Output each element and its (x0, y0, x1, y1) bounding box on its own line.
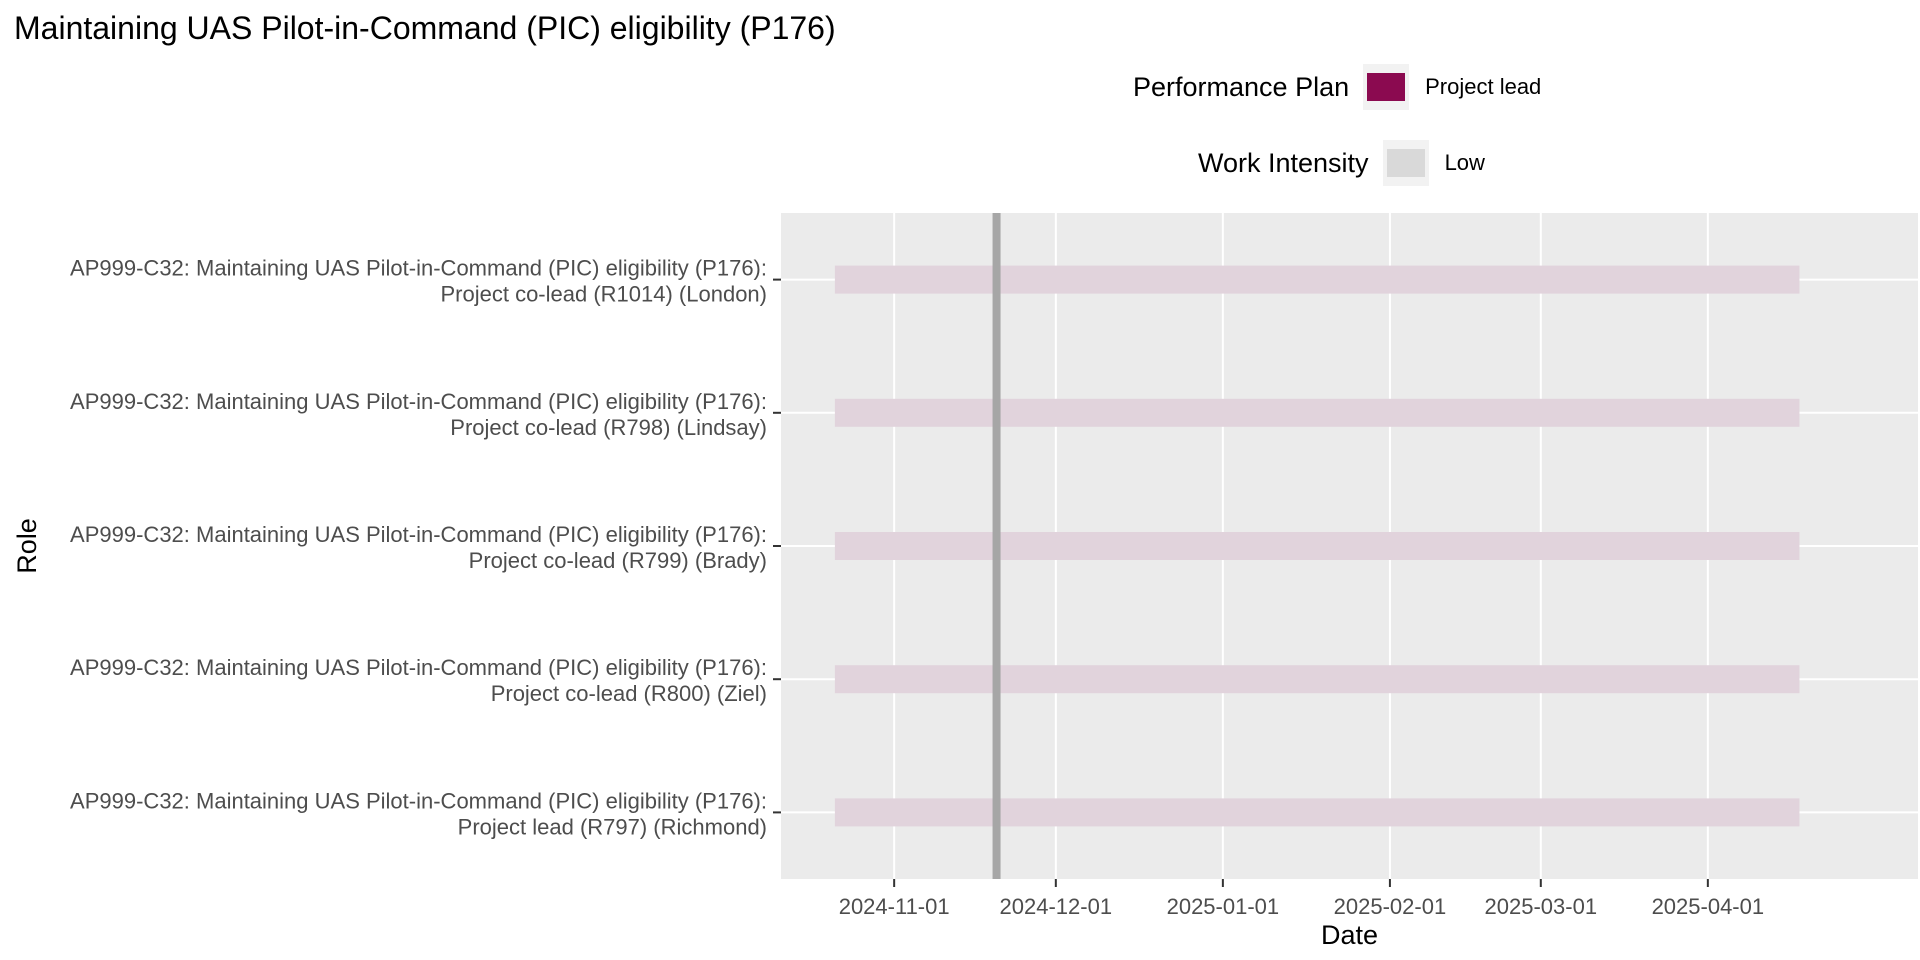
x-tick-label: 2024-12-01 (1000, 894, 1113, 919)
x-tick-label: 2025-02-01 (1334, 894, 1447, 919)
y-axis-title: Role (12, 518, 42, 574)
y-tick-label: AP999-C32: Maintaining UAS Pilot-in-Comm… (70, 256, 767, 281)
x-axis-title: Date (1321, 920, 1378, 950)
legend-performance-plan: Performance Plan Project lead (1133, 64, 1541, 110)
legend-key-project-lead (1363, 64, 1410, 110)
legend-title-performance-plan: Performance Plan (1133, 71, 1350, 102)
y-tick-label: Project co-lead (R799) (Brady) (469, 548, 767, 573)
legend-label-project-lead: Project lead (1425, 74, 1542, 99)
legend-work-intensity: Work Intensity Low (1198, 140, 1485, 186)
y-tick-label: Project co-lead (R1014) (London) (440, 282, 767, 307)
y-axis: AP999-C32: Maintaining UAS Pilot-in-Comm… (70, 256, 781, 839)
y-tick-label: AP999-C32: Maintaining UAS Pilot-in-Comm… (70, 655, 767, 680)
x-tick-label: 2024-11-01 (839, 894, 950, 919)
x-tick-label: 2025-04-01 (1652, 894, 1765, 919)
x-tick-label: 2025-01-01 (1167, 894, 1280, 919)
timeline-bar (834, 398, 1800, 427)
y-tick-label: AP999-C32: Maintaining UAS Pilot-in-Comm… (70, 788, 767, 813)
y-tick-label: Project co-lead (R800) (Ziel) (491, 681, 767, 706)
x-axis: 2024-11-01 2024-12-01 2025-01-01 2025-02-01… (839, 879, 1764, 919)
chart-title: Maintaining UAS Pilot-in-Command (PIC) e… (14, 10, 836, 46)
timeline-bar (834, 265, 1800, 294)
y-tick-label: Project co-lead (R798) (Lindsay) (450, 415, 767, 440)
legend-title-work-intensity: Work Intensity (1198, 147, 1369, 178)
timeline-bar (834, 665, 1800, 694)
legend-label-low: Low (1444, 150, 1485, 175)
y-tick-label: AP999-C32: Maintaining UAS Pilot-in-Comm… (70, 389, 767, 414)
legend-swatch-low (1386, 149, 1425, 177)
timeline-bar (834, 532, 1800, 560)
legend-swatch-project-lead (1367, 73, 1406, 101)
y-tick-label: Project lead (R797) (Richmond) (458, 814, 767, 839)
y-tick-label: AP999-C32: Maintaining UAS Pilot-in-Comm… (70, 522, 767, 547)
x-tick-label: 2025-03-01 (1485, 894, 1598, 919)
timeline-bar (834, 798, 1800, 827)
legend-key-low (1382, 140, 1429, 186)
